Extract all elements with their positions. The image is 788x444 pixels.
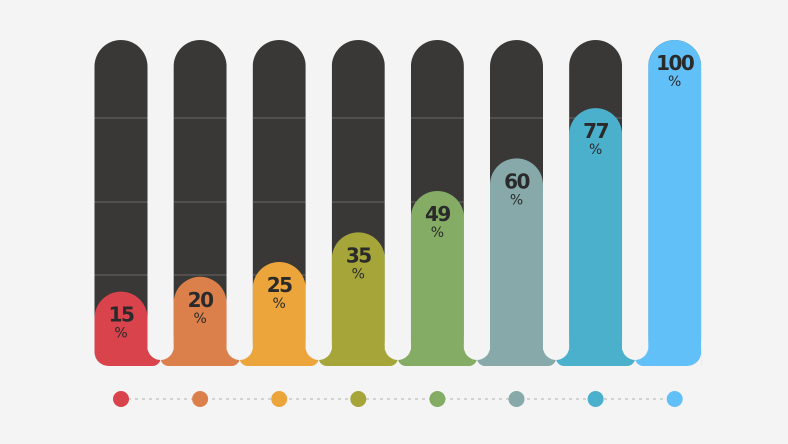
- bar-foot: [318, 350, 398, 366]
- bar-foot: [239, 350, 319, 366]
- column-gap: [147, 40, 174, 360]
- column-gap: [384, 40, 411, 360]
- bar-foot: [397, 350, 477, 366]
- bar-foot: [81, 350, 161, 366]
- edge-trim: [701, 40, 788, 368]
- data-label-unit: %: [589, 142, 602, 158]
- data-label: 77: [583, 119, 608, 143]
- data-label: 35: [346, 243, 371, 267]
- legend-dot: [429, 391, 446, 407]
- legend-dot: [271, 391, 288, 407]
- data-label-unit: %: [668, 74, 681, 90]
- data-label-unit: %: [114, 326, 127, 342]
- column-gap: [305, 40, 332, 360]
- bar-foot: [160, 350, 240, 366]
- data-label: 20: [188, 288, 213, 312]
- data-label-unit: %: [510, 192, 523, 208]
- legend-dot: [587, 391, 604, 407]
- data-label-unit: %: [273, 296, 286, 312]
- bar-fill: [331, 232, 385, 366]
- data-label: 100: [656, 51, 694, 75]
- bar-fill: [648, 40, 702, 366]
- column-gap: [226, 40, 253, 360]
- legend-dot: [666, 391, 683, 407]
- bar-foot: [635, 350, 715, 366]
- column-gap: [463, 40, 490, 360]
- data-label: 49: [425, 202, 450, 226]
- column-gap: [543, 40, 570, 360]
- legend-dot: [508, 391, 525, 407]
- legend-dot: [192, 391, 209, 407]
- bar-foot: [476, 350, 557, 366]
- column-gap: [622, 40, 649, 360]
- data-label-unit: %: [431, 225, 444, 241]
- data-label: 25: [267, 273, 292, 297]
- corner-trim: [94, 352, 109, 366]
- bar-fill: [569, 108, 623, 366]
- edge-trim: [0, 40, 95, 368]
- data-label: 15: [109, 303, 134, 327]
- bar-track: [94, 40, 148, 366]
- legend-dot: [113, 391, 129, 407]
- bar-fill: [410, 190, 464, 366]
- bar-fill: [490, 158, 543, 366]
- data-label: 60: [504, 169, 529, 193]
- data-label-unit: %: [352, 266, 365, 282]
- corner-trim: [687, 352, 702, 366]
- bar-foot: [556, 350, 636, 366]
- data-label-unit: %: [193, 311, 206, 327]
- legend-dot: [350, 391, 367, 407]
